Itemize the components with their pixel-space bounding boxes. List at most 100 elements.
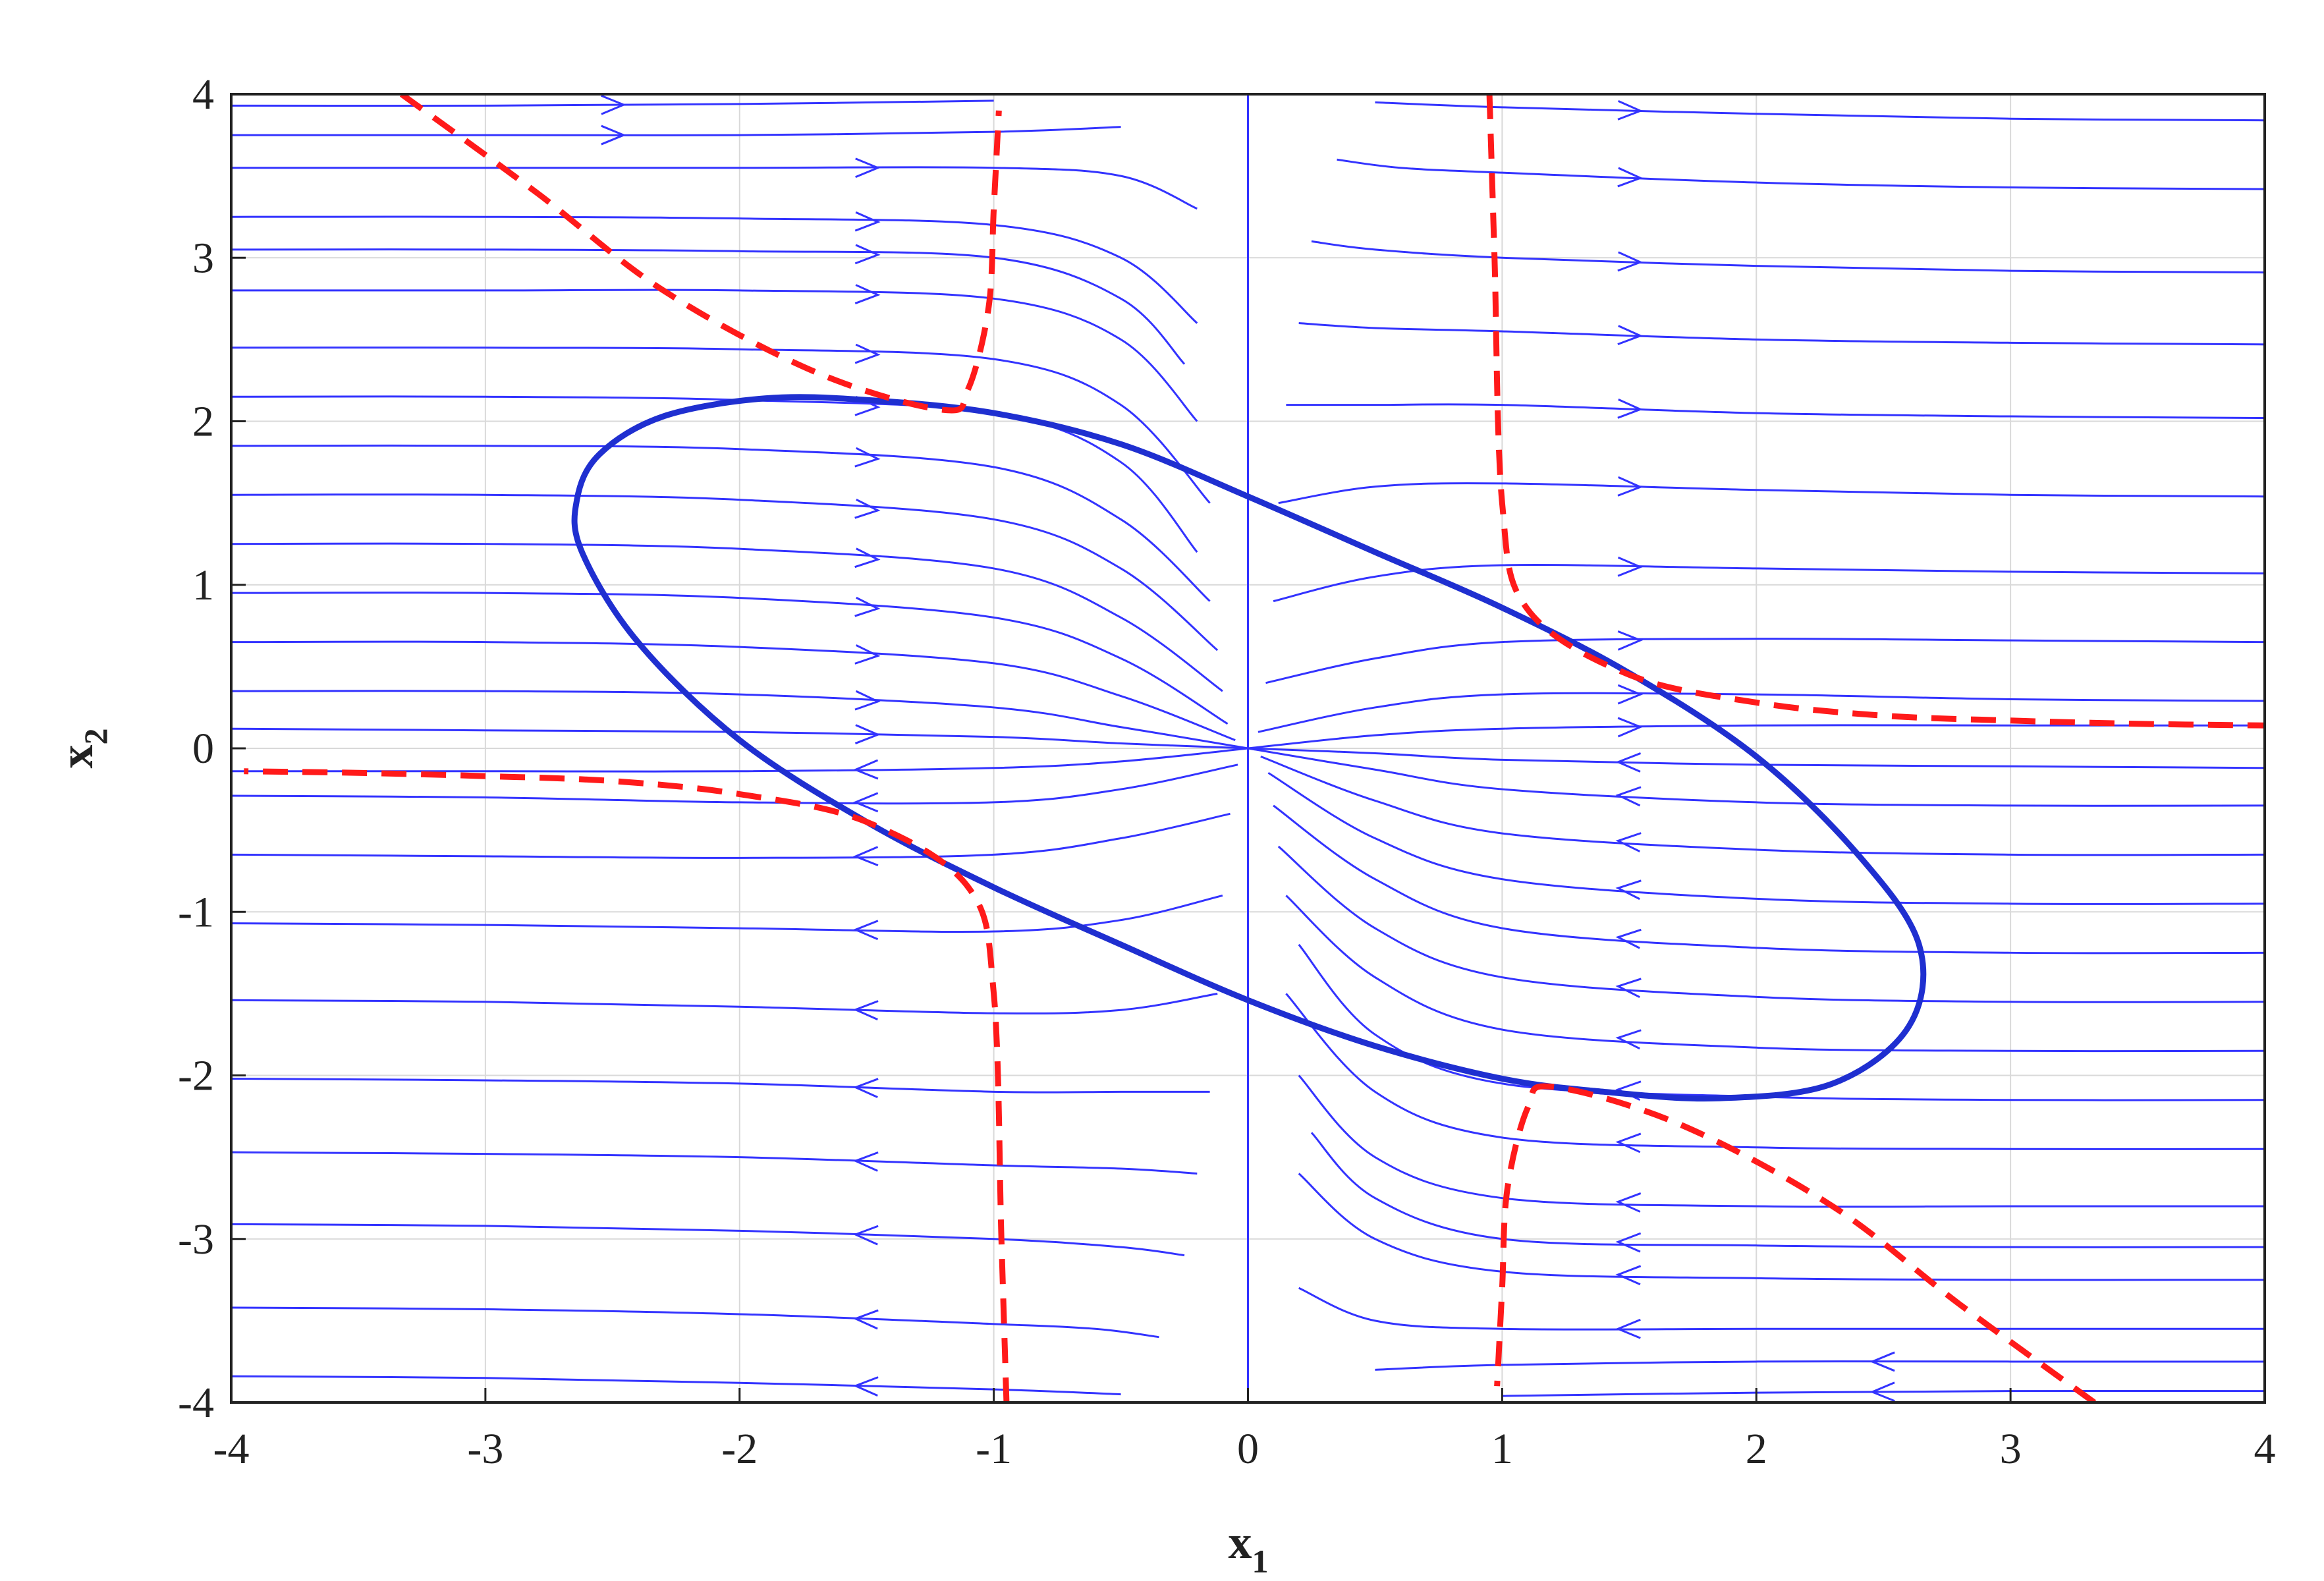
y-axis-label-sub: 2	[77, 729, 114, 745]
streamline-upper-right	[1375, 101, 2265, 122]
streamline-arrow	[1617, 476, 1644, 497]
y-axis-ticks: 4 3 2 1 0 -1 -2 -3 -4	[178, 70, 246, 1427]
streamline-arrow	[1615, 978, 1642, 999]
streamline-arrow	[852, 1225, 879, 1246]
x-axis-label-sub: 1	[1252, 1543, 1269, 1580]
streamline-arrow	[1615, 752, 1642, 773]
streamline-upper-right	[1337, 158, 2265, 190]
streamline-arrow	[852, 1376, 879, 1397]
streamline-lower-right	[1298, 943, 2265, 1101]
streamline-lower-left	[231, 1151, 1198, 1175]
streamline-arrow	[852, 920, 879, 941]
streamline-arrow	[852, 1000, 879, 1021]
streamline-arrow	[1615, 928, 1642, 949]
streamline-arrow	[1869, 1351, 1895, 1372]
streamline-arrow	[1615, 832, 1642, 852]
streamline-upper-left	[231, 727, 1248, 750]
streamline-upper-left	[231, 493, 1219, 652]
streamline-upper-right	[1286, 403, 2265, 420]
streamline-upper-left	[231, 592, 1229, 725]
y-tick-label: 1	[192, 561, 214, 609]
upper-right-dashed	[1486, 94, 2265, 729]
streamline-upper-left	[231, 542, 1223, 692]
streamline-arrow	[1617, 630, 1644, 651]
streamline-arrow	[1617, 717, 1644, 738]
streamline-lower-right	[1285, 993, 2265, 1150]
streamline-lower-left	[231, 1375, 1121, 1396]
x-tick-label: 0	[1237, 1425, 1259, 1473]
streamline-arrow	[852, 1309, 879, 1330]
y-tick-label: 2	[192, 398, 214, 446]
lower-right-dashed	[1494, 1083, 2097, 1402]
y-tick-label: -3	[178, 1215, 214, 1263]
streamline-arrow	[1617, 100, 1644, 121]
upper-left-dashed	[399, 94, 1002, 414]
streamline-arrow	[855, 157, 881, 179]
streamline-arrow	[854, 547, 881, 569]
lower-left-dashed	[244, 768, 1010, 1402]
streamline-upper-left	[231, 640, 1236, 741]
streamline-arrow	[1615, 1192, 1642, 1213]
streamline-upper-left	[231, 215, 1198, 324]
streamline-upper-right	[1265, 638, 2265, 684]
streamline-lower-right	[1248, 747, 2265, 769]
streamline-lower-right	[1310, 1132, 2265, 1248]
streamline-upper-left	[231, 289, 1198, 422]
streamline-upper-left	[231, 690, 1248, 750]
y-axis-label-base: x	[50, 745, 103, 769]
streamline-upper-right	[1278, 482, 2265, 505]
streamline-lower-right	[1375, 1360, 2265, 1371]
x-tick-label: -4	[213, 1425, 250, 1473]
streamline-arrow	[1615, 1132, 1642, 1153]
streamline-lower-right	[1298, 1173, 2265, 1281]
streamline-arrow	[1617, 167, 1644, 188]
streamline-arrow	[1869, 1381, 1895, 1402]
streamline-lower-left	[231, 747, 1248, 773]
x-tick-label: 2	[1746, 1425, 1767, 1473]
streamline-upper-left	[231, 347, 1211, 504]
streamline-lower-left	[231, 1306, 1159, 1339]
streamline-lower-right	[1260, 756, 2265, 856]
streamline-upper-left	[231, 395, 1198, 553]
streamline-lower-right	[1248, 747, 2265, 807]
x-tick-label: 4	[2254, 1425, 2276, 1473]
streamline-arrow	[852, 1151, 879, 1172]
y-tick-label: 4	[192, 70, 214, 119]
streamline-arrow	[1617, 684, 1644, 705]
streamline-upper-left	[231, 166, 1198, 210]
streamline-lower-left	[231, 894, 1223, 933]
streamline-lower-right	[1298, 1074, 2265, 1208]
streamline-arrow	[854, 447, 881, 468]
streamline-arrow	[854, 343, 881, 364]
streamline-arrow	[1615, 786, 1642, 807]
streamline-arrow	[1617, 556, 1644, 577]
x-tick-label: -3	[467, 1425, 503, 1473]
streamline-lower-right	[1277, 845, 2265, 1003]
x-axis-label-base: x	[1229, 1516, 1252, 1568]
streamline-upper-left	[231, 248, 1186, 365]
streamline-arrow	[854, 244, 881, 265]
x-axis-ticks: -4 -3 -2 -1 0 1 2 3 4	[213, 1388, 2276, 1473]
streamline-lower-right	[1273, 804, 2265, 955]
streamline-lower-left	[231, 1077, 1210, 1094]
streamline-lower-right	[1502, 1389, 2265, 1397]
streamline-arrow	[852, 1078, 879, 1099]
y-tick-label: 0	[192, 725, 214, 773]
streamline-upper-right	[1273, 563, 2265, 603]
streamline-arrow	[852, 759, 879, 780]
dashed-curves	[244, 94, 2265, 1402]
streamline-arrow	[1617, 398, 1644, 419]
y-tick-label: -1	[178, 888, 214, 936]
streamline-arrow	[852, 792, 879, 813]
streamline-arrow	[1615, 1029, 1642, 1050]
streamline-arrow	[852, 846, 879, 867]
streamline-upper-right	[1248, 724, 2265, 750]
streamline-arrow	[1615, 1318, 1641, 1339]
y-axis-title: x2	[50, 729, 114, 769]
y-tick-label: 3	[192, 234, 214, 282]
streamline-arrow	[601, 125, 626, 146]
streamline-lower-right	[1285, 895, 2265, 1053]
streamline-arrow	[1615, 1265, 1642, 1286]
